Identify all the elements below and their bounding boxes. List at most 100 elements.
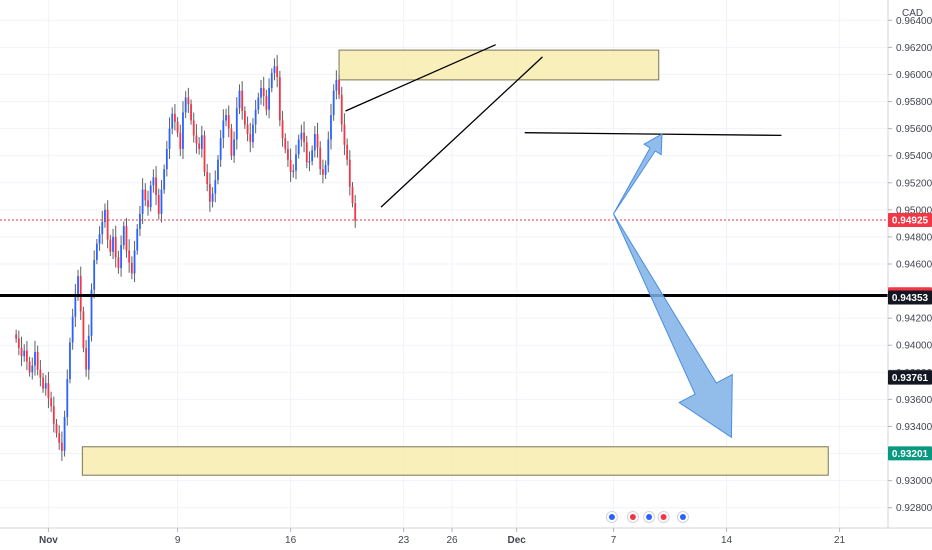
candle-body [52, 406, 55, 424]
candle-body [114, 236, 117, 258]
candle-body [343, 124, 346, 145]
candle-body [95, 243, 98, 260]
candle-body [233, 139, 236, 156]
candle-body [338, 79, 340, 95]
price-badge [888, 213, 932, 227]
y-tick-label: 0.95400 [896, 151, 932, 162]
candle-body [174, 113, 176, 122]
candle-body [243, 111, 246, 125]
candle-body [354, 203, 357, 221]
flag-icon [646, 514, 653, 520]
candle-body [101, 222, 104, 235]
candle-body [31, 365, 34, 373]
candle-body [230, 128, 233, 156]
candle-body [211, 193, 214, 202]
candle-body [120, 245, 122, 269]
x-tick-label: 21 [834, 535, 846, 546]
candle-body [346, 144, 349, 160]
candle-body [192, 120, 195, 136]
candle-body [44, 383, 47, 389]
y-tick-label: 0.96400 [896, 16, 932, 27]
candle-body [292, 170, 295, 172]
x-axis: Nov 9 16 23 26 Dec 7 14 21 [39, 528, 846, 546]
candle-body [133, 250, 136, 274]
candle-body [141, 189, 144, 214]
candle-body [128, 250, 131, 263]
candle-body [249, 134, 252, 143]
candle-body [268, 88, 270, 110]
candle-body [297, 139, 300, 155]
candle-body [335, 79, 338, 91]
candle-body [270, 73, 273, 88]
economic-events [605, 511, 689, 523]
candle-body [139, 213, 141, 229]
candle-body [265, 96, 268, 110]
candle-body [50, 398, 53, 407]
candle-body [208, 184, 211, 202]
candle-body [15, 334, 18, 339]
candle-body [278, 77, 281, 121]
candle-body [58, 433, 61, 443]
candle-body [23, 350, 26, 357]
y-tick-label: 0.95600 [896, 124, 932, 135]
x-tick-label: 9 [175, 535, 181, 546]
candle-body [69, 342, 71, 380]
candle-body [195, 135, 198, 144]
price-zone [338, 49, 660, 81]
candle-body [214, 180, 217, 194]
candle-body [295, 154, 297, 171]
x-tick-label: Nov [39, 535, 58, 546]
candle-body [55, 423, 58, 434]
candle-body [324, 165, 327, 175]
candle-body [332, 90, 335, 116]
candle-body [289, 159, 292, 172]
candle-body [184, 97, 187, 113]
y-tick-label: 0.94200 [896, 314, 932, 325]
down-arrow [613, 213, 733, 439]
x-tick-label: Dec [507, 535, 526, 546]
candle-body [149, 185, 152, 208]
y-tick-label: 0.95200 [896, 178, 932, 189]
trend-line [345, 44, 496, 112]
candle-body [98, 234, 101, 244]
candle-body [47, 383, 50, 399]
candle-body [60, 442, 63, 451]
candle-body [28, 361, 31, 373]
candle-body [106, 209, 109, 240]
price-badges: 0.949250.943770.943670.943530.937660.937… [888, 213, 932, 461]
price-badge [888, 290, 932, 305]
candle-body [238, 90, 241, 109]
candle-body [104, 209, 106, 223]
flag-icon [608, 514, 615, 520]
candle-body [171, 113, 174, 129]
candle-body [311, 150, 314, 162]
candle-body [182, 112, 184, 149]
y-tick-label: 0.94800 [896, 232, 932, 243]
candle-body [130, 262, 133, 274]
candle-body [147, 200, 149, 208]
candle-body [287, 148, 289, 160]
candle-body [300, 132, 303, 140]
trend-lines [345, 44, 782, 208]
candle-body [39, 369, 42, 378]
y-tick-label: 0.92800 [896, 503, 932, 514]
candle-body [26, 350, 28, 362]
candle-body [42, 377, 44, 389]
candle-body [351, 186, 354, 204]
candle-body [316, 134, 319, 148]
x-tick-label: 7 [611, 535, 617, 546]
y-tick-label: 0.94000 [896, 341, 932, 352]
y-tick-label: 0.95800 [896, 97, 932, 108]
flag-icon [679, 514, 686, 520]
candle-body [262, 88, 265, 97]
candle-body [155, 177, 157, 195]
candles [15, 55, 357, 461]
candle-body [163, 169, 166, 190]
candle-body [308, 161, 311, 163]
candle-body [82, 311, 85, 348]
candle-body [200, 135, 203, 149]
candle-body [227, 115, 230, 129]
candle-body [340, 94, 343, 125]
